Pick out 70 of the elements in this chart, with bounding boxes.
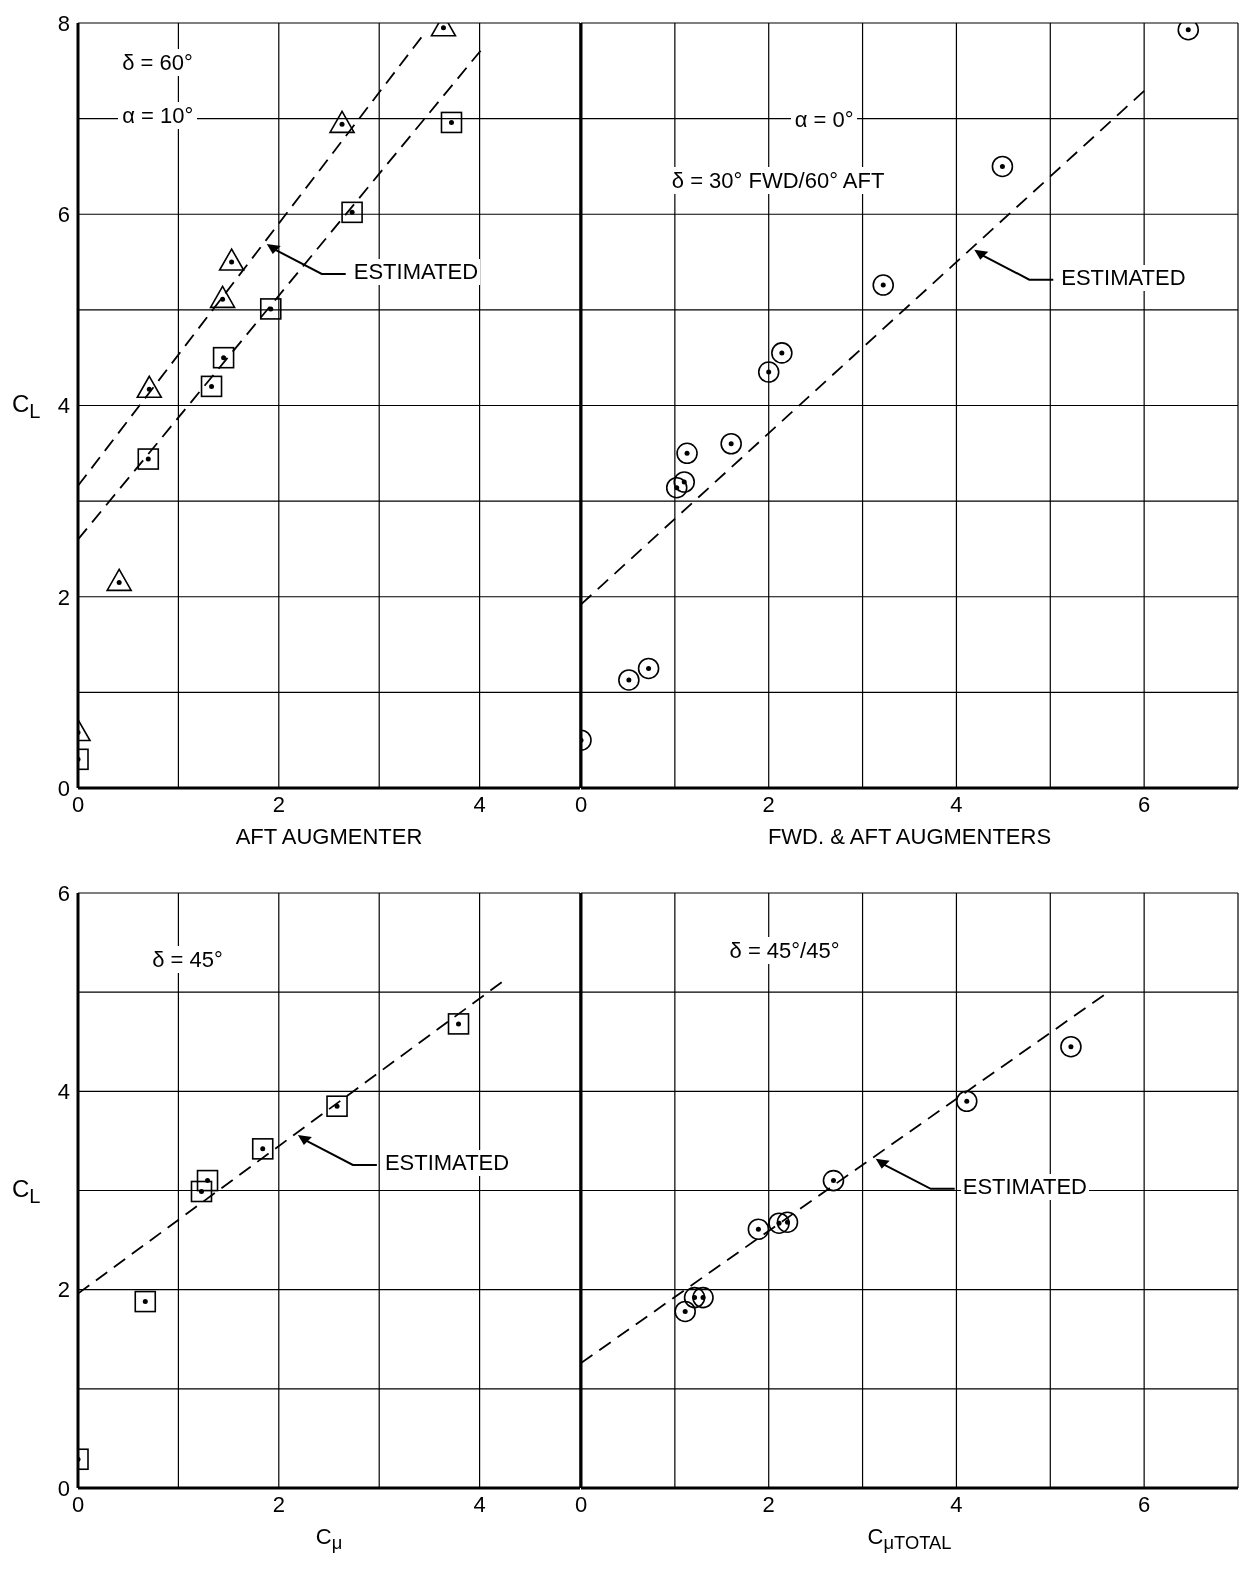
point bbox=[196, 1169, 219, 1192]
point bbox=[134, 1290, 157, 1313]
annotation: ESTIMATED bbox=[351, 258, 481, 285]
point bbox=[251, 1138, 274, 1160]
annotation: α = 10° bbox=[118, 102, 198, 130]
annotation: δ = 45° bbox=[148, 945, 227, 973]
x-tick-label: 4 bbox=[473, 1491, 486, 1517]
point bbox=[618, 669, 640, 691]
point bbox=[822, 1169, 845, 1192]
x-tick-label: 0 bbox=[574, 791, 588, 817]
y-tick-label: 2 bbox=[57, 584, 70, 610]
x-axis-title: C$_{μ}$ bbox=[314, 1524, 344, 1555]
point bbox=[692, 1286, 714, 1309]
y-axis-title: C$_{L}$ bbox=[12, 389, 41, 423]
y-axis-title: C$_{L}$ bbox=[12, 1174, 41, 1208]
point bbox=[190, 1180, 213, 1203]
point bbox=[136, 375, 163, 399]
point bbox=[776, 1211, 799, 1234]
annotation: δ = 30° FWD/60° AFT bbox=[667, 167, 889, 195]
x-tick-label: 2 bbox=[762, 791, 775, 817]
x-tick-label: 2 bbox=[762, 1491, 775, 1517]
point bbox=[674, 1300, 696, 1323]
annotation: ESTIMATED bbox=[960, 1173, 1089, 1200]
x-tick-label: 6 bbox=[1138, 1491, 1151, 1517]
x-tick-label: 2 bbox=[272, 791, 285, 817]
x-tick-label: 4 bbox=[950, 1491, 963, 1517]
x-axis-title: FWD. & AFT AUGMENTERS bbox=[766, 824, 1053, 850]
point bbox=[747, 1218, 770, 1240]
x-tick-label: 6 bbox=[1138, 791, 1151, 817]
annotation: ESTIMATED bbox=[1059, 264, 1188, 291]
point bbox=[1060, 1035, 1082, 1058]
point bbox=[683, 1286, 706, 1309]
point bbox=[212, 346, 235, 369]
point bbox=[768, 1212, 790, 1235]
y-tick-label: 6 bbox=[57, 880, 70, 906]
annotation: ESTIMATED bbox=[382, 1149, 512, 1176]
point bbox=[326, 1095, 348, 1118]
point bbox=[676, 442, 698, 465]
y-tick-label: 0 bbox=[57, 1475, 70, 1501]
y-tick-label: 0 bbox=[57, 775, 70, 801]
point bbox=[259, 298, 282, 320]
point bbox=[665, 476, 688, 499]
x-tick-label: 0 bbox=[574, 1491, 588, 1517]
x-axis-title: AFT AUGMENTER bbox=[234, 824, 424, 850]
point bbox=[200, 375, 223, 398]
point bbox=[440, 111, 463, 134]
point bbox=[341, 201, 363, 224]
annotation: δ = 60° bbox=[118, 48, 197, 76]
point bbox=[720, 432, 742, 455]
point bbox=[673, 471, 696, 493]
x-tick-label: 4 bbox=[950, 791, 963, 817]
y-tick-label: 4 bbox=[57, 1079, 70, 1105]
annotation: δ = 45°/45° bbox=[725, 936, 844, 964]
annotation: α = 0° bbox=[790, 106, 858, 134]
point bbox=[106, 568, 132, 592]
point bbox=[447, 1013, 470, 1035]
point bbox=[991, 155, 1014, 178]
y-tick-label: 4 bbox=[57, 393, 70, 419]
y-tick-label: 8 bbox=[57, 10, 70, 36]
point bbox=[137, 448, 160, 470]
point bbox=[955, 1090, 978, 1113]
y-tick-label: 6 bbox=[57, 202, 70, 228]
point bbox=[872, 274, 895, 296]
point bbox=[757, 361, 780, 383]
point bbox=[637, 657, 660, 680]
x-tick-label: 4 bbox=[473, 791, 486, 817]
point bbox=[771, 342, 793, 364]
x-axis-title: C$_{μTOTAL}$ bbox=[866, 1524, 953, 1555]
y-tick-label: 2 bbox=[57, 1277, 70, 1303]
x-tick-label: 2 bbox=[272, 1491, 285, 1517]
